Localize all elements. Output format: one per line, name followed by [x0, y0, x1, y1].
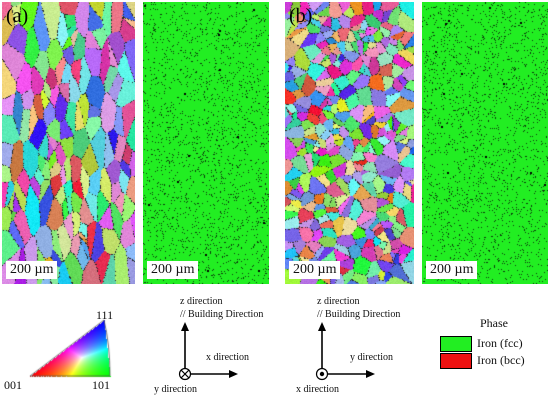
ipf-color-key: 111 001 101 — [0, 300, 130, 400]
axes-b-building-label: // Building Direction — [317, 309, 401, 320]
ipf-map-b: (b) 200 µm — [285, 2, 414, 284]
phase-swatch-bcc — [440, 353, 472, 369]
out-of-page-symbol — [315, 367, 329, 381]
axes-a-arrows — [178, 322, 238, 381]
ipf-label-111: 111 — [96, 308, 114, 322]
axes-diagram-b: z direction // Building Direction y dire… — [292, 294, 422, 401]
phase-legend: Phase Iron (fcc) Iron (bcc) — [440, 316, 550, 386]
axes-diagram-a: z direction // Building Direction x dire… — [150, 294, 280, 401]
axes-a-building-label: // Building Direction — [180, 309, 264, 320]
panel-label-b: (b) — [289, 5, 313, 27]
ipf-map-a-image — [2, 2, 135, 284]
phase-label-bcc: Iron (bcc) — [477, 353, 525, 367]
phase-map-b-image — [422, 2, 548, 284]
phase-map-a: 200 µm — [143, 2, 269, 284]
ipf-triangle-image — [0, 300, 130, 400]
axes-a-out-label: y direction — [154, 384, 198, 395]
into-page-symbol — [178, 367, 192, 381]
ipf-label-001: 001 — [4, 378, 22, 392]
axes-b-horizontal-label: y direction — [350, 352, 394, 363]
axes-b-arrows — [315, 322, 375, 381]
phase-label-fcc: Iron (fcc) — [477, 336, 523, 350]
scale-bar-b-ipf: 200 µm — [289, 261, 341, 279]
phase-swatch-fcc — [440, 336, 472, 352]
axes-a-horizontal-label: x direction — [206, 352, 250, 363]
ipf-map-b-image — [285, 2, 414, 284]
phase-legend-title: Phase — [480, 316, 508, 330]
ipf-label-101: 101 — [92, 378, 110, 392]
axes-b-out-label: x direction — [296, 384, 340, 395]
phase-map-a-image — [143, 2, 269, 284]
axes-a-z-label: z direction — [180, 296, 223, 307]
scale-bar-b-phase: 200 µm — [426, 261, 478, 279]
axes-b-z-label: z direction — [317, 296, 360, 307]
phase-map-b: 200 µm — [422, 2, 548, 284]
scale-bar-a-ipf: 200 µm — [6, 261, 58, 279]
scale-bar-a-phase: 200 µm — [147, 261, 199, 279]
ipf-map-a: (a) 200 µm — [2, 2, 135, 284]
panel-label-a: (a) — [6, 5, 29, 27]
